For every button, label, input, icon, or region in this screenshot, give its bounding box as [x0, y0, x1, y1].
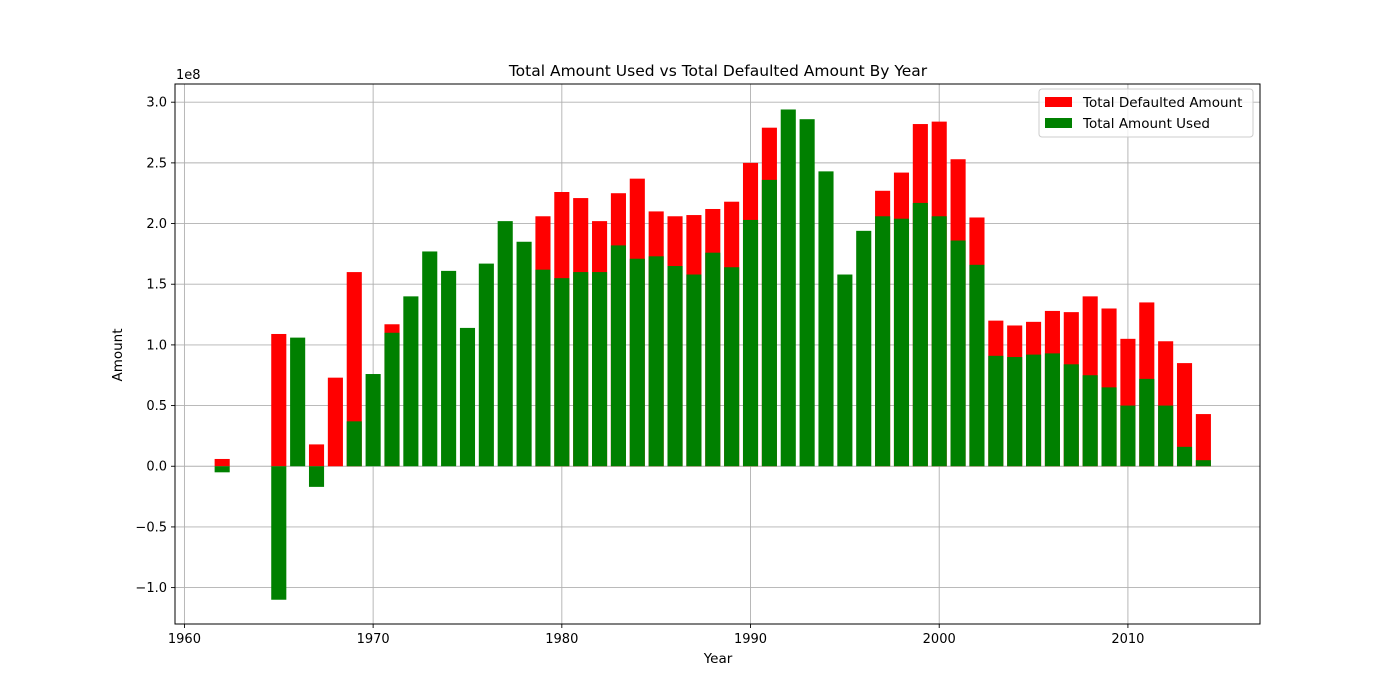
bar-used [837, 274, 853, 467]
bar-used [1139, 378, 1155, 467]
bar-used [1026, 354, 1042, 467]
bar-used [1007, 357, 1023, 467]
bar-used [761, 179, 777, 467]
bar-used [459, 327, 476, 467]
chart-title: Total Amount Used vs Total Defaulted Amo… [508, 62, 928, 80]
bar-used [365, 374, 381, 467]
y-axis-ticks: −1.0 −0.5 0.0 0.5 1.0 1.5 2.0 2.5 3.0 [135, 96, 175, 596]
bar-used [705, 252, 721, 467]
used-bars [214, 109, 1211, 600]
bar-used [346, 421, 362, 467]
bar-used [1195, 460, 1211, 467]
bar-used [648, 256, 664, 467]
bar-used [1044, 353, 1060, 467]
bar-used [856, 230, 872, 467]
bar-used [573, 272, 589, 467]
bar-used [441, 270, 457, 467]
bar-defaulted [308, 444, 325, 467]
bar-used [1063, 364, 1079, 467]
x-axis-ticks: 1960 1970 1980 1990 2000 2010 [168, 624, 1144, 647]
y-axis-label: Amount [110, 328, 126, 381]
bar-used [1101, 387, 1117, 467]
bar-used [478, 263, 494, 467]
bar-used [893, 218, 910, 467]
x-axis-label: Year [703, 651, 733, 667]
bar-used [780, 109, 796, 467]
bar-used [742, 219, 759, 467]
bar-used [988, 355, 1004, 467]
x-tick-label: 2000 [923, 632, 956, 647]
y-multiplier-label: 1e8 [176, 68, 201, 83]
legend-label-used: Total Amount Used [1082, 116, 1210, 132]
bar-used [592, 272, 608, 467]
y-tick-label: 2.5 [146, 156, 167, 171]
bar-used [686, 274, 702, 467]
bar-used [931, 216, 947, 467]
legend: Total Defaulted Amount Total Amount Used [1038, 88, 1254, 138]
bar-defaulted [346, 272, 362, 467]
bar-used [271, 466, 287, 600]
x-tick-label: 2010 [1111, 632, 1144, 647]
bar-used [1176, 446, 1193, 467]
bar-used [875, 216, 891, 467]
bar-used [799, 119, 815, 467]
bar-defaulted [214, 458, 230, 467]
bar-used [1120, 405, 1136, 467]
x-tick-label: 1960 [168, 632, 201, 647]
bar-used [912, 202, 928, 467]
bar-defaulted [1176, 363, 1193, 467]
y-tick-label: −0.5 [135, 520, 167, 535]
legend-swatch-defaulted [1045, 97, 1072, 107]
y-tick-label: 0.5 [146, 399, 167, 414]
bar-defaulted [271, 333, 287, 467]
legend-box [1038, 88, 1254, 138]
y-tick-label: 3.0 [146, 96, 167, 111]
plot-frame [174, 83, 1261, 625]
bar-used [1158, 405, 1174, 467]
x-tick-label: 1970 [357, 632, 390, 647]
y-tick-label: 1.5 [146, 278, 167, 293]
bar-used [403, 296, 419, 467]
bar-used [629, 258, 645, 467]
y-tick-label: 2.0 [146, 217, 167, 232]
y-tick-label: 0.0 [146, 460, 167, 475]
y-tick-label: 1.0 [146, 338, 167, 353]
bar-used [950, 240, 966, 467]
bar-used [308, 466, 325, 487]
bar-used [290, 337, 306, 467]
legend-swatch-used [1045, 118, 1072, 128]
legend-label-defaulted: Total Defaulted Amount [1082, 95, 1242, 111]
bar-used [1082, 375, 1098, 467]
y-tick-label: −1.0 [135, 581, 167, 596]
bar-used [384, 332, 400, 467]
bar-used [610, 245, 626, 467]
bar-used [422, 251, 438, 467]
bar-used [969, 264, 985, 467]
bar-used [724, 267, 740, 467]
bar-used [497, 221, 513, 467]
bar-used [214, 466, 230, 473]
x-tick-label: 1980 [545, 632, 578, 647]
bar-used [516, 241, 532, 467]
x-tick-label: 1990 [734, 632, 767, 647]
bar-defaulted [1195, 414, 1211, 467]
bar-used [667, 266, 683, 467]
bar-used [535, 269, 551, 467]
bar-used [818, 171, 834, 467]
bar-used [554, 278, 570, 467]
bar-defaulted [327, 377, 343, 467]
